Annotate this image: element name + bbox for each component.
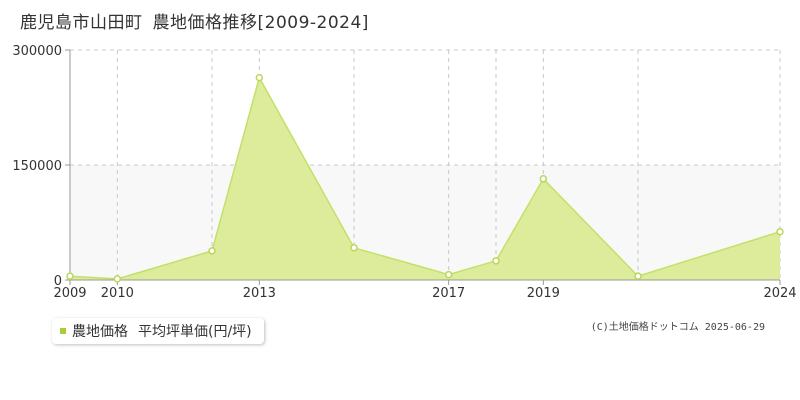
chart-title-text: 農地価格推移[2009-2024] <box>152 13 369 33</box>
data-point <box>634 272 642 280</box>
chart-title: 鹿児島市山田町 農地価格推移[2009-2024] <box>20 8 369 33</box>
x-tick-label: 2010 <box>101 286 134 301</box>
copyright-text: (C)土地価格ドットコム 2025-06-29 <box>590 322 765 333</box>
series-area <box>70 77 780 280</box>
legend-series-label: 農地価格 <box>72 324 128 340</box>
series-line <box>69 75 781 280</box>
data-point <box>255 73 264 82</box>
data-point <box>66 272 74 280</box>
data-point <box>492 257 500 265</box>
y-tick-label: 300000 <box>12 44 62 59</box>
x-tick-label: 2024 <box>763 286 796 301</box>
x-tick-label: 2017 <box>432 286 465 301</box>
chart-legend: 農地価格 平均坪単価(円/坪) <box>52 318 264 344</box>
y-tick-label: 0 <box>54 274 62 289</box>
legend-unit-label: 平均坪単価(円/坪) <box>138 324 252 340</box>
x-tick-label: 2019 <box>527 286 560 301</box>
x-tick-label: 2013 <box>243 286 276 301</box>
data-point <box>350 244 358 252</box>
x-tick-label: 2009 <box>53 286 86 301</box>
data-point <box>208 247 216 255</box>
legend-swatch-icon <box>60 328 66 334</box>
data-point <box>776 227 784 236</box>
chart-title-location: 鹿児島市山田町 <box>20 13 143 33</box>
y-tick-label: 150000 <box>12 159 62 174</box>
data-point <box>444 270 453 279</box>
data-point <box>539 175 548 183</box>
data-point <box>113 275 122 283</box>
